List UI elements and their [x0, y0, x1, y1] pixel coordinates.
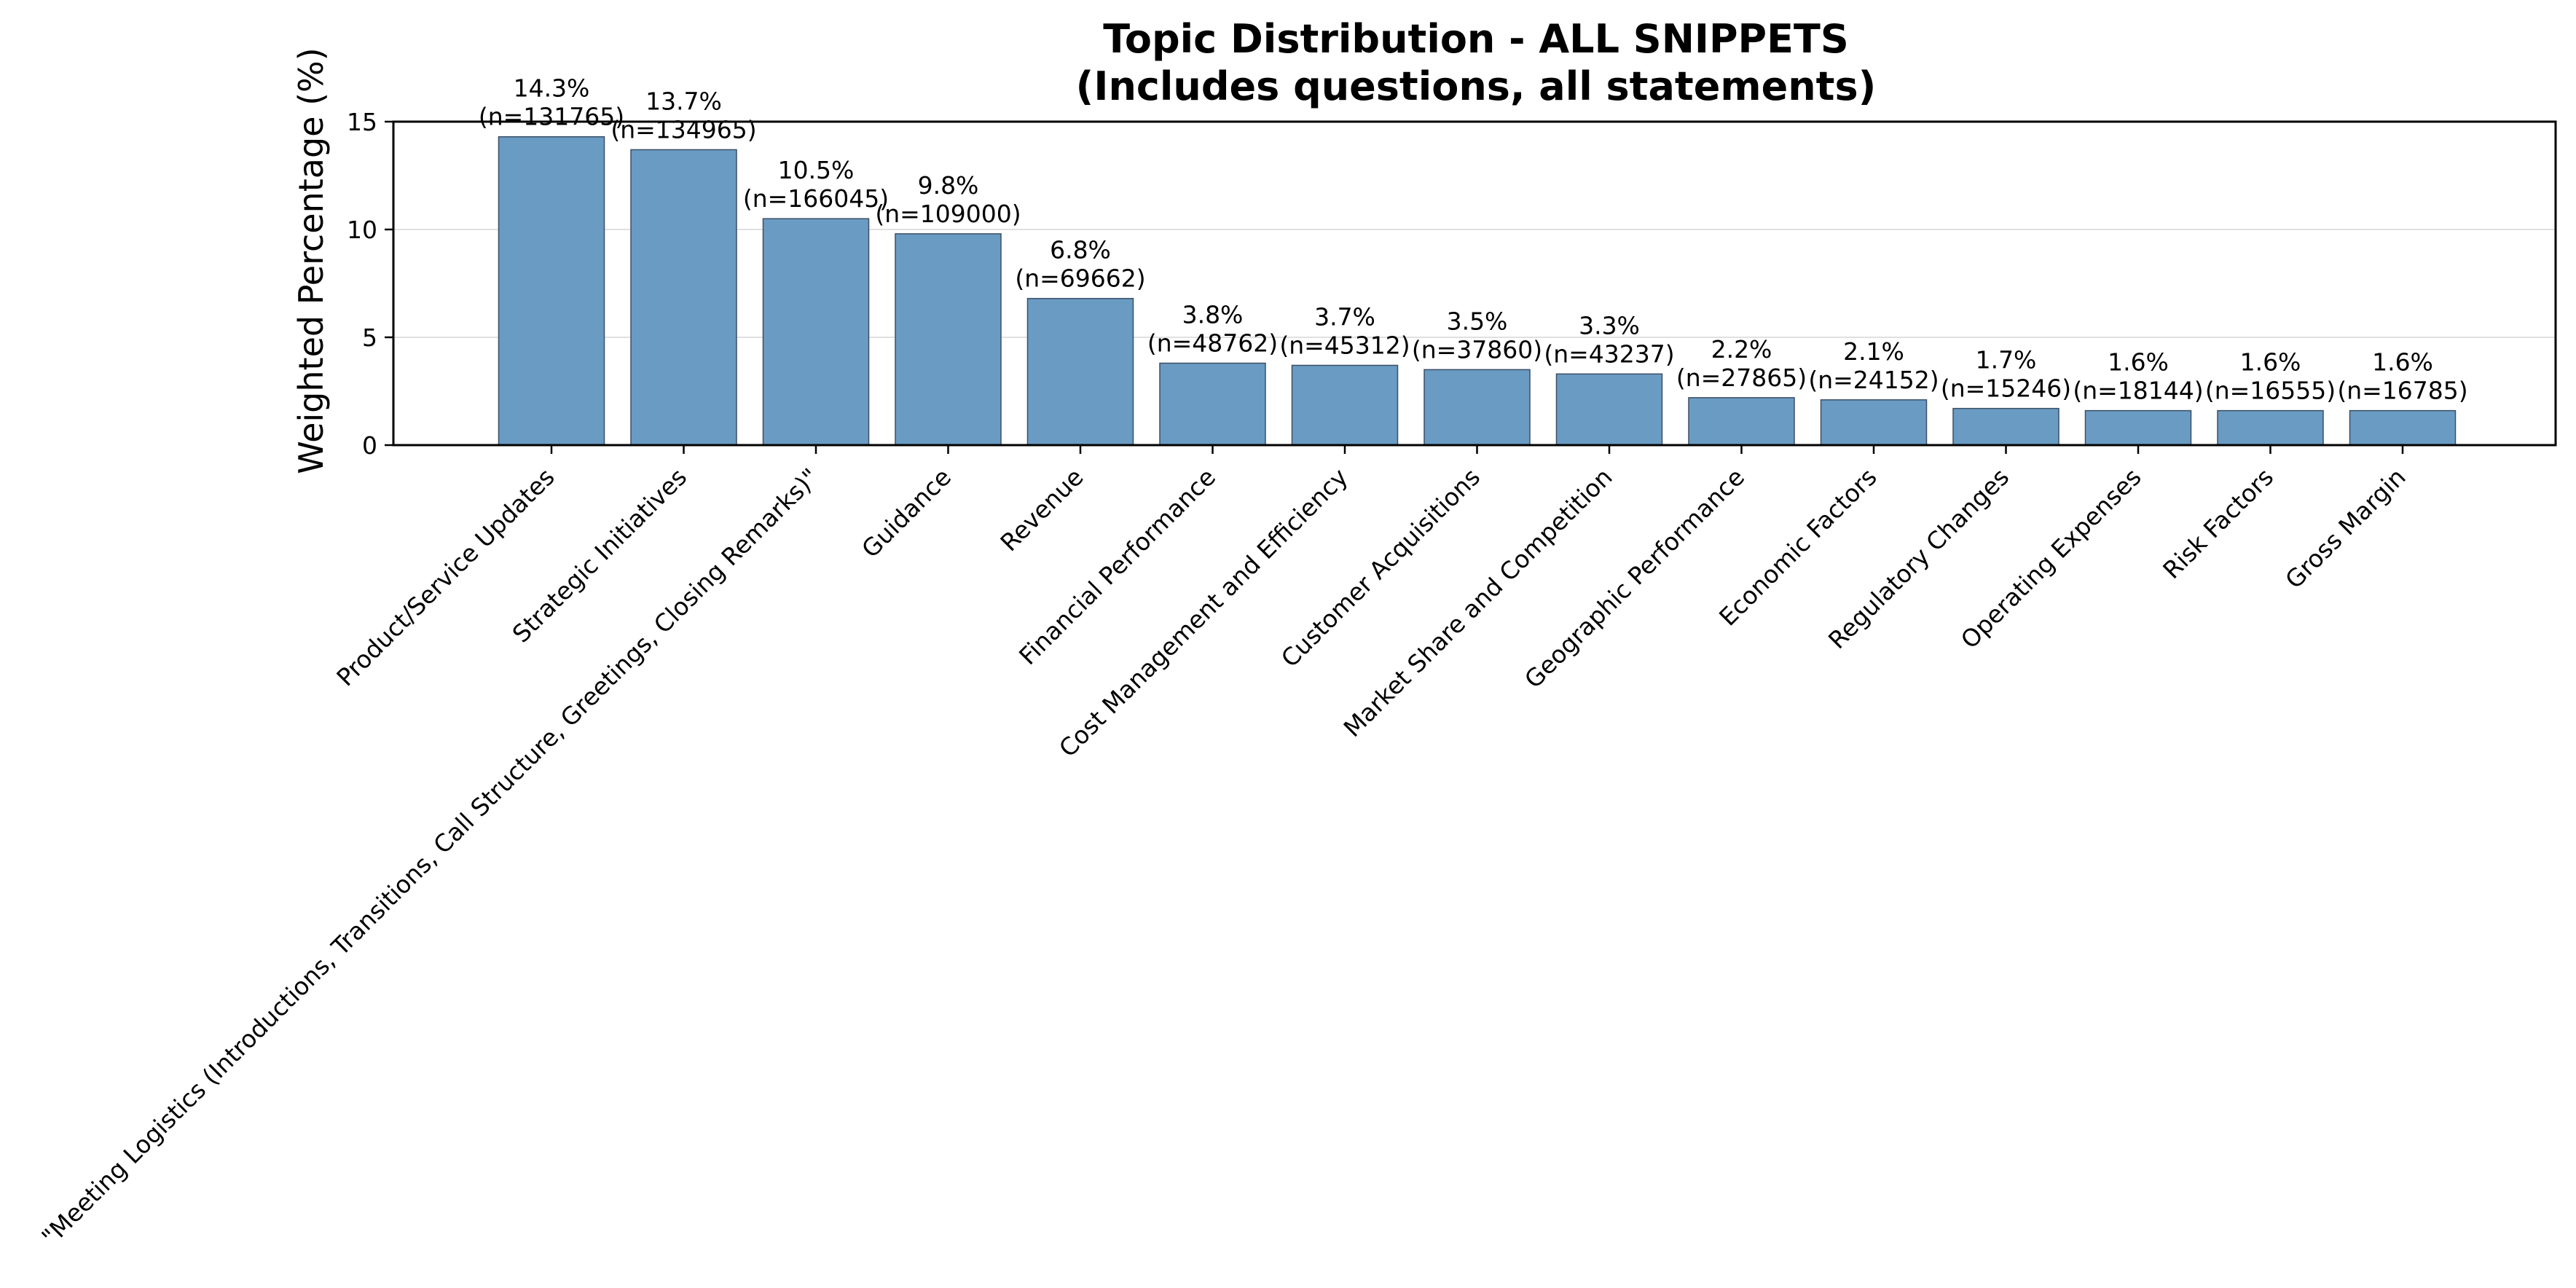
bar: [2349, 409, 2457, 446]
bar: [1820, 399, 1928, 446]
bar: [1688, 397, 1795, 446]
bars: [498, 136, 2457, 446]
bar-percentage-label: 3.5%: [1447, 307, 1508, 335]
bar-count-label: (n=131765): [479, 103, 624, 131]
bar-percentage-label: 3.3%: [1579, 311, 1640, 339]
bar-percentage-label: 3.8%: [1182, 301, 1244, 329]
bar: [1555, 373, 1663, 446]
bar: [1159, 362, 1266, 446]
bar-count-label: (n=43237): [1544, 339, 1674, 368]
bar: [1291, 364, 1399, 446]
bar-percentage-label: 1.7%: [1976, 346, 2037, 374]
bar-value-labels: 14.3%(n=131765)13.7%(n=134965)10.5%(n=16…: [479, 74, 2468, 405]
chart-title: Topic Distribution - ALL SNIPPETS (Inclu…: [1076, 16, 1877, 109]
bar: [895, 233, 1002, 446]
bar-count-label: (n=48762): [1147, 329, 1278, 358]
bar: [630, 149, 737, 446]
bar-percentage-label: 9.8%: [918, 171, 979, 200]
bar-percentage-label: 2.2%: [1711, 335, 1772, 364]
x-tick-label: Geographic Performance: [1519, 463, 1750, 694]
bar-count-label: (n=18144): [2073, 377, 2203, 405]
bar-count-label: (n=166045): [743, 184, 889, 213]
bar-percentage-label: 1.6%: [2240, 348, 2301, 377]
bar: [1424, 369, 1531, 446]
chart-title-line-1: Topic Distribution - ALL SNIPPETS: [1103, 16, 1849, 62]
bar-count-label: (n=16785): [2337, 377, 2467, 405]
x-tick-label: Cost Management and Efficiency: [1053, 463, 1354, 763]
bar-percentage-label: 1.6%: [2372, 348, 2433, 377]
x-tick-label: Gross Margin: [2279, 463, 2411, 594]
bar-count-label: (n=134965): [610, 115, 756, 144]
bar-percentage-label: 10.5%: [778, 156, 855, 184]
bar: [1952, 407, 2059, 446]
bar-count-label: (n=16555): [2205, 377, 2336, 405]
x-tick-label: Product/Service Updates: [331, 463, 559, 691]
chart-title-line-2: (Includes questions, all statements): [1076, 63, 1877, 109]
y-axis-label: Weighted Percentage (%): [291, 47, 331, 474]
bar-count-label: (n=45312): [1279, 331, 1410, 359]
bar: [2217, 409, 2324, 446]
x-tick-label: Risk Factors: [2157, 463, 2279, 584]
y-tick-label: 5: [362, 323, 377, 352]
bar-percentage-label: 6.8%: [1050, 236, 1111, 264]
gridlines: [393, 229, 2556, 338]
plot-frame: [392, 120, 2557, 447]
y-tick-label: 0: [362, 431, 377, 460]
y-tick-label: 15: [347, 108, 377, 136]
bar: [498, 136, 605, 446]
bar-count-label: (n=24152): [1808, 366, 1939, 394]
x-tick-label: Guidance: [856, 463, 957, 563]
bar: [1026, 297, 1134, 446]
bar-count-label: (n=109000): [875, 200, 1021, 228]
bar-count-label: (n=37860): [1412, 335, 1542, 364]
bar-percentage-label: 1.6%: [2108, 348, 2169, 377]
bar-percentage-label: 14.3%: [514, 74, 590, 103]
bar-percentage-label: 2.1%: [1843, 337, 1904, 366]
bar-count-label: (n=69662): [1015, 264, 1145, 293]
bar-count-label: (n=15246): [1941, 374, 2071, 403]
bar-count-label: (n=27865): [1676, 364, 1807, 392]
y-tick-label: 10: [347, 216, 377, 244]
x-tick-label: Market Share and Competition: [1338, 463, 1618, 742]
bar-percentage-label: 3.7%: [1314, 302, 1375, 331]
x-tick-label: Revenue: [994, 463, 1088, 557]
bar: [762, 218, 870, 446]
y-axis-ticks: 0 5 10 15: [347, 108, 393, 460]
bar: [2084, 409, 2192, 446]
bar-percentage-label: 13.7%: [645, 87, 722, 115]
